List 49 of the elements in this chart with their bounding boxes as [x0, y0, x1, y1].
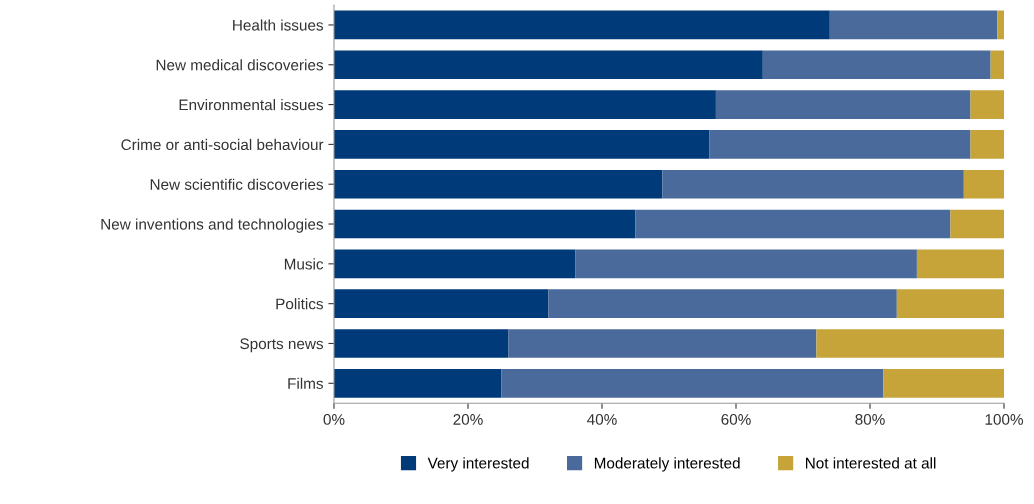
y-tick-label: New medical discoveries: [156, 59, 324, 71]
x-tick-label: 0%: [323, 414, 345, 425]
bar: [333, 90, 716, 119]
bar: [896, 289, 1005, 318]
bar: [990, 50, 1005, 80]
bar: [333, 249, 576, 279]
y-tick-label: Music: [284, 258, 324, 270]
x-tick-label: 60%: [721, 414, 751, 425]
bar: [501, 368, 884, 398]
y-tick-label: Films: [288, 377, 324, 389]
y-tick-label: New inventions and technologies: [101, 218, 324, 233]
legend-label: Not interested at all: [806, 457, 936, 469]
bar: [333, 289, 549, 318]
bar: [963, 169, 1005, 199]
bar: [333, 169, 663, 199]
bar: [333, 368, 502, 398]
x-tick-label: 80%: [855, 414, 885, 425]
bar: [762, 50, 991, 80]
y-tick-label: Health issues: [233, 19, 324, 31]
bar: [333, 10, 830, 40]
bar: [508, 329, 817, 358]
bar: [970, 90, 1005, 119]
legend-label: Moderately interested: [594, 457, 740, 472]
legend-label: Very interested: [427, 457, 529, 472]
y-tick-label: Politics: [276, 298, 324, 310]
bar: [916, 249, 1005, 279]
bar: [950, 209, 1005, 239]
bar: [883, 368, 1005, 398]
bar: [333, 130, 710, 159]
x-tick-label: 100%: [985, 414, 1024, 425]
bar: [548, 289, 897, 318]
y-tick-label: Environmental issues: [179, 99, 324, 111]
bar: [970, 130, 1005, 159]
y-tick-label: Sports news: [240, 338, 324, 353]
y-tick-label: Crime or anti-social behaviour: [121, 138, 324, 151]
y-tick-label: New scientific discoveries: [150, 178, 324, 190]
bar: [997, 10, 1005, 40]
bar: [333, 50, 763, 80]
x-tick-label: 40%: [587, 414, 617, 425]
bar: [635, 209, 951, 239]
bar: [333, 329, 509, 358]
bar: [715, 90, 971, 119]
x-tick-label: 20%: [453, 414, 483, 425]
bar: [333, 209, 636, 239]
bar: [662, 169, 964, 199]
bar: [709, 130, 971, 159]
bar: [575, 249, 917, 279]
bar: [816, 329, 1005, 358]
bar: [829, 10, 998, 40]
